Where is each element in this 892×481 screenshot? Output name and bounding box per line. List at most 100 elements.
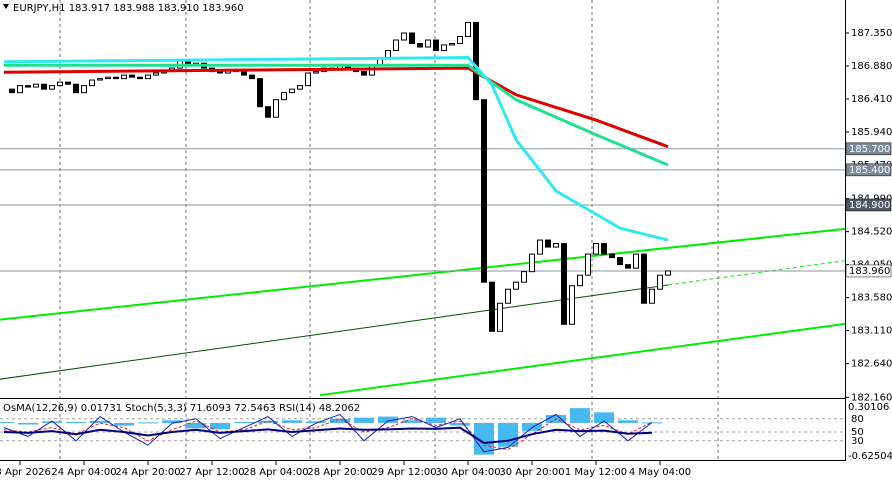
candle: [657, 274, 663, 290]
candle: [489, 281, 495, 332]
channel-line: [667, 260, 845, 286]
candle: [625, 264, 631, 269]
indicator-panel: [0, 408, 845, 455]
candle: [65, 81, 71, 85]
indicator-level-label: 30: [851, 436, 864, 447]
y-tick-label: 186.880: [851, 61, 892, 72]
osma-bar: [66, 421, 86, 423]
indicator-level-label: 50: [851, 427, 864, 438]
osma-tick-label: 0.30106: [848, 402, 889, 413]
candle: [273, 99, 279, 118]
candle: [545, 239, 551, 248]
level-label: 185.700: [849, 144, 890, 155]
candle: [641, 253, 647, 304]
candle: [665, 270, 671, 276]
osma-bar: [498, 422, 518, 447]
osma-bar: [522, 422, 542, 431]
candle: [241, 71, 247, 76]
candle: [257, 78, 263, 108]
y-tick-label: 183.580: [851, 293, 892, 304]
osma-bar: [42, 421, 62, 423]
x-tick-label: 28 Apr 20:00: [307, 467, 372, 478]
candle: [633, 253, 639, 269]
candle: [281, 92, 287, 101]
osma-bar: [282, 420, 302, 423]
x-tick-label: 1 May 12:00: [565, 467, 627, 478]
channel-line: [0, 227, 845, 321]
candle: [81, 85, 87, 94]
candle: [73, 83, 79, 94]
candle: [289, 88, 295, 94]
x-tick-label: 29 Apr 12:00: [371, 467, 436, 478]
candle: [585, 253, 591, 276]
osma-bar: [210, 422, 230, 430]
candle: [609, 253, 615, 259]
channel-line: [0, 284, 669, 380]
y-tick-label: 185.940: [851, 127, 892, 138]
osma-bar: [258, 420, 278, 423]
y-tick-label: 183.110: [851, 326, 892, 337]
candle: [409, 32, 415, 45]
candle: [249, 74, 255, 80]
y-tick-label: 184.520: [851, 227, 892, 238]
candle: [521, 271, 527, 283]
candle: [9, 88, 15, 94]
candle: [153, 72, 159, 76]
candle: [561, 243, 567, 325]
candle: [481, 99, 487, 283]
candle: [385, 50, 391, 59]
candle: [457, 36, 463, 45]
candle: [505, 288, 511, 304]
y-tick-label: 182.640: [851, 359, 892, 370]
candle: [529, 253, 535, 273]
osma-bar: [330, 418, 350, 423]
candle: [25, 85, 31, 88]
candle: [97, 78, 103, 81]
candle: [433, 39, 439, 52]
candle: [33, 83, 39, 88]
osma-bar: [0, 421, 14, 423]
candle: [537, 239, 543, 255]
osma-bar: [354, 417, 374, 423]
stoch-main-line: [3, 413, 653, 453]
candle: [569, 285, 575, 325]
candle: [649, 288, 655, 304]
candle: [17, 85, 23, 94]
osma-bar: [186, 422, 206, 429]
candle: [577, 274, 583, 287]
candle: [145, 74, 151, 80]
candle: [393, 39, 399, 52]
candle: [473, 21, 479, 101]
x-tick-label: 24 Apr 04:00: [51, 467, 116, 478]
moving-average: [4, 63, 669, 167]
moving-average: [3, 66, 669, 149]
osma-tick-label: -0.62504: [848, 451, 892, 462]
osma-bar: [570, 408, 590, 423]
candle: [137, 76, 143, 80]
x-tick-label: 30 Apr 04:00: [435, 467, 500, 478]
y-tick-label: 182.160: [851, 392, 892, 403]
osma-bar: [450, 422, 470, 426]
candle: [265, 106, 271, 118]
candle: [297, 85, 303, 90]
menu-arrow[interactable]: [3, 4, 9, 9]
osma-bar: [474, 422, 494, 455]
candle: [497, 302, 503, 332]
osma-bar: [138, 422, 158, 424]
x-tick-label: 23 Apr 2026: [0, 467, 51, 478]
moving-average: [3, 56, 669, 242]
level-label: 184.900: [849, 200, 890, 211]
indicator-label: OsMA(12,26,9) 0.01731 Stoch(5,3,3) 71.60…: [3, 403, 360, 414]
rsi-line: [3, 426, 653, 445]
level-label: 185.400: [849, 165, 890, 176]
candle: [41, 83, 47, 90]
x-tick-label: 28 Apr 04:00: [243, 467, 308, 478]
osma-bar: [378, 416, 398, 423]
candle: [89, 79, 95, 87]
candle: [425, 39, 431, 48]
chart-title: EURJPY,H1 183.917 183.988 183.910 183.96…: [13, 3, 244, 14]
candle: [305, 72, 311, 87]
candle: [449, 43, 455, 46]
main-panel: [0, 21, 845, 397]
